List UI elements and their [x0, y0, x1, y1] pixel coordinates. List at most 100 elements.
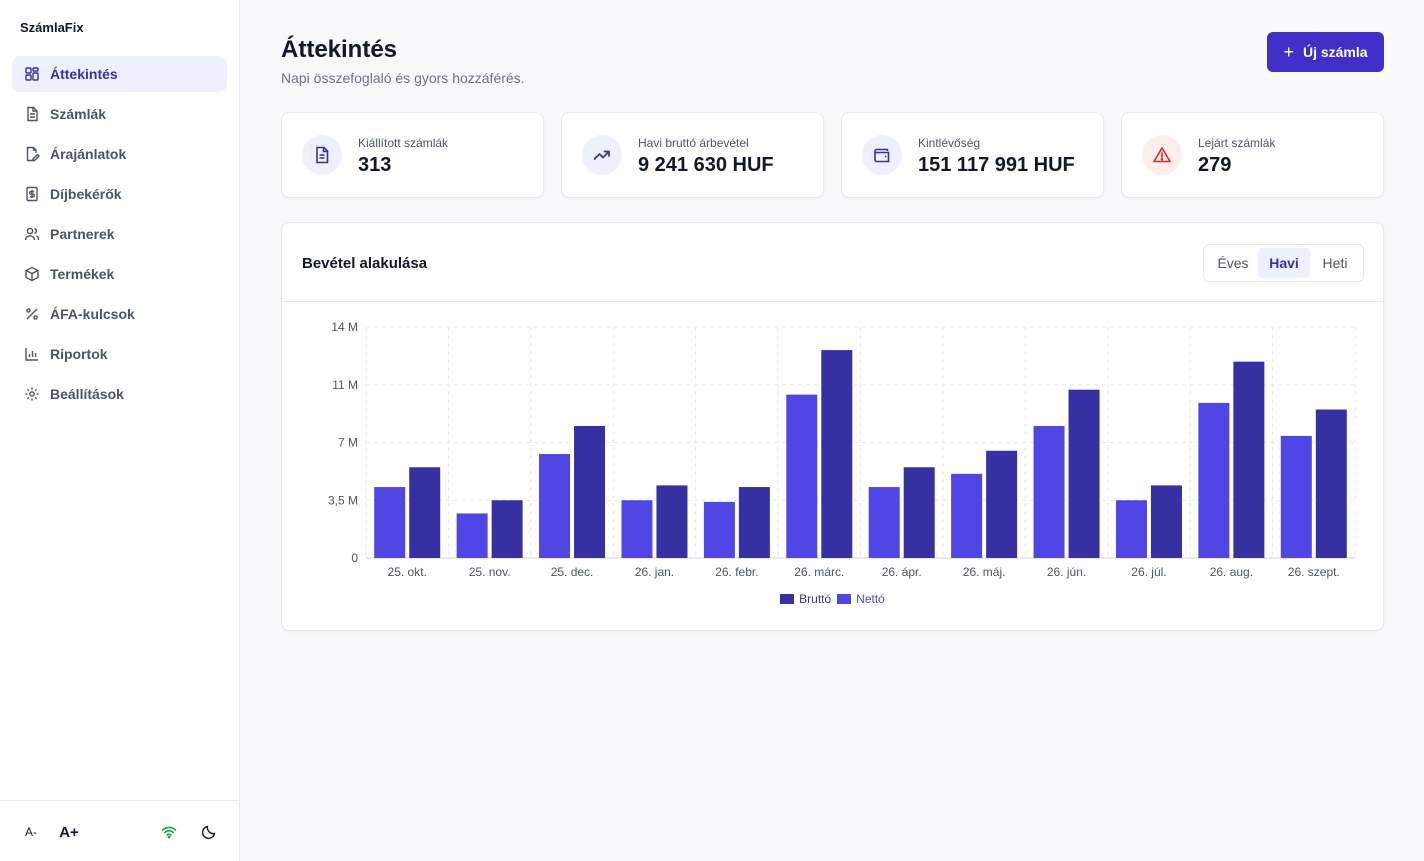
y-tick-label: 14 M [331, 320, 358, 334]
x-tick-label: 26. jún. [1047, 565, 1086, 579]
sidebar-item-afa-kulcsok[interactable]: ÁFA-kulcsok [12, 296, 227, 332]
tab-heti[interactable]: Heti [1322, 255, 1348, 271]
bar-chart-icon [24, 346, 40, 362]
bar-brutto [903, 467, 935, 558]
sidebar-item-label: Árajánlatok [50, 146, 127, 162]
stat-label: Kintlévőség [918, 136, 981, 150]
stat-value: 279 [1198, 154, 1232, 176]
x-tick-label: 25. nov. [469, 565, 511, 579]
x-tick-label: 26. szept. [1288, 565, 1340, 579]
sidebar-item-dijbekerok[interactable]: Díjbekérők [12, 176, 227, 212]
bar-netto [1280, 435, 1312, 558]
x-tick-label: 26. aug. [1210, 565, 1253, 579]
sidebar-item-partnerek[interactable]: Partnerek [12, 216, 227, 252]
bar-netto [456, 513, 488, 558]
font-increase-button[interactable]: A+ [59, 823, 79, 841]
plus-icon: + [1283, 42, 1294, 62]
y-tick-label: 11 M [332, 378, 358, 392]
stat-card-issued-invoices: Kiállított számlák 313 [281, 112, 544, 198]
sidebar-item-attekintes[interactable]: Áttekintés [12, 56, 227, 92]
percent-icon [24, 306, 40, 322]
bar-netto [1033, 426, 1065, 558]
x-tick-label: 25. okt. [388, 565, 427, 579]
sidebar-item-termekek[interactable]: Termékek [12, 256, 227, 292]
y-tick-label: 7 M [338, 436, 358, 450]
sidebar-item-label: ÁFA-kulcsok [50, 306, 135, 322]
x-tick-label: 26. júl. [1131, 565, 1166, 579]
chart-title: Bevétel alakulása [302, 255, 428, 272]
x-tick-label: 26. márc. [794, 565, 844, 579]
bar-brutto [409, 467, 441, 558]
sidebar-item-label: Díjbekérők [50, 186, 122, 202]
stat-card-receivables: Kintlévőség 151 117 991 HUF [841, 112, 1104, 198]
bar-brutto [738, 487, 770, 558]
sidebar-item-label: Számlák [50, 106, 107, 122]
sidebar-nav: Áttekintés Számlák Árajánlatok Díjbekérő… [12, 56, 227, 416]
warning-icon [1142, 135, 1182, 175]
sidebar-item-szamlak[interactable]: Számlák [12, 96, 227, 132]
sidebar-item-label: Beállítások [50, 386, 124, 402]
bar-netto [1198, 402, 1230, 558]
x-tick-label: 25. dec. [551, 565, 594, 579]
bar-netto [786, 394, 818, 558]
gear-icon [24, 386, 40, 402]
trending-up-icon [582, 135, 622, 175]
wifi-icon[interactable] [160, 821, 178, 843]
font-decrease-button[interactable]: A- [25, 825, 37, 839]
box-icon [24, 266, 40, 282]
bar-netto [703, 501, 735, 558]
bar-netto [621, 500, 653, 558]
document-icon [24, 106, 40, 122]
bar-brutto [1068, 389, 1100, 558]
stat-value: 151 117 991 HUF [918, 154, 1075, 176]
x-tick-label: 26. máj. [963, 565, 1006, 579]
bar-brutto [1315, 409, 1347, 558]
sidebar: SzámlaFix Áttekintés Számlák Árajánlatok… [0, 0, 240, 861]
brand-logo[interactable]: SzámlaFix [20, 20, 84, 35]
page-subtitle: Napi összefoglaló és gyors hozzáférés. [281, 70, 525, 86]
bar-netto [868, 487, 900, 558]
bar-brutto [986, 450, 1018, 558]
receipt-icon [24, 186, 40, 202]
sidebar-item-beallitasok[interactable]: Beállítások [12, 376, 227, 412]
bar-netto [374, 487, 406, 558]
stat-label: Lejárt számlák [1198, 136, 1276, 150]
stat-card-monthly-revenue: Havi bruttó árbevétel 9 241 630 HUF [561, 112, 824, 198]
bar-brutto [491, 500, 523, 558]
x-tick-label: 26. ápr. [882, 565, 922, 579]
legend-item-brutto[interactable]: Bruttó [780, 592, 831, 606]
stat-value: 9 241 630 HUF [638, 154, 774, 176]
chart-legend: Bruttó Nettó [282, 592, 1383, 606]
sidebar-item-label: Partnerek [50, 226, 115, 242]
page-title: Áttekintés [281, 36, 398, 63]
sidebar-item-arajanlatok[interactable]: Árajánlatok [12, 136, 227, 172]
period-selector: Éves Havi Heti [1203, 244, 1364, 282]
new-invoice-button[interactable]: + Új számla [1267, 32, 1384, 72]
bar-brutto [821, 350, 853, 558]
sidebar-item-label: Termékek [50, 266, 115, 282]
legend-swatch [780, 594, 795, 604]
tab-havi[interactable]: Havi [1258, 248, 1310, 278]
stat-label: Havi bruttó árbevétel [638, 136, 749, 150]
users-icon [24, 226, 40, 242]
bar-brutto [656, 485, 688, 558]
wallet-icon [862, 135, 902, 175]
bar-brutto [1233, 361, 1265, 558]
tab-eves[interactable]: Éves [1217, 255, 1249, 271]
edit-document-icon [24, 146, 40, 162]
dashboard-icon [24, 66, 40, 82]
sidebar-item-label: Riportok [50, 346, 108, 362]
bar-netto [539, 454, 571, 558]
new-invoice-label: Új számla [1302, 44, 1368, 60]
document-icon [302, 135, 342, 175]
revenue-chart-card: Bevétel alakulása Éves Havi Heti 0 3,5 M 7… [281, 222, 1384, 631]
stat-card-overdue-invoices: Lejárt számlák 279 [1121, 112, 1384, 198]
legend-label: Nettó [856, 592, 885, 606]
moon-icon[interactable] [200, 821, 218, 843]
y-tick-label: 3,5 M [328, 493, 358, 507]
bar-netto [951, 473, 983, 558]
legend-item-netto[interactable]: Nettó [837, 592, 885, 606]
legend-swatch [837, 594, 852, 604]
sidebar-item-riportok[interactable]: Riportok [12, 336, 227, 372]
sidebar-footer: A- A+ [0, 800, 239, 861]
